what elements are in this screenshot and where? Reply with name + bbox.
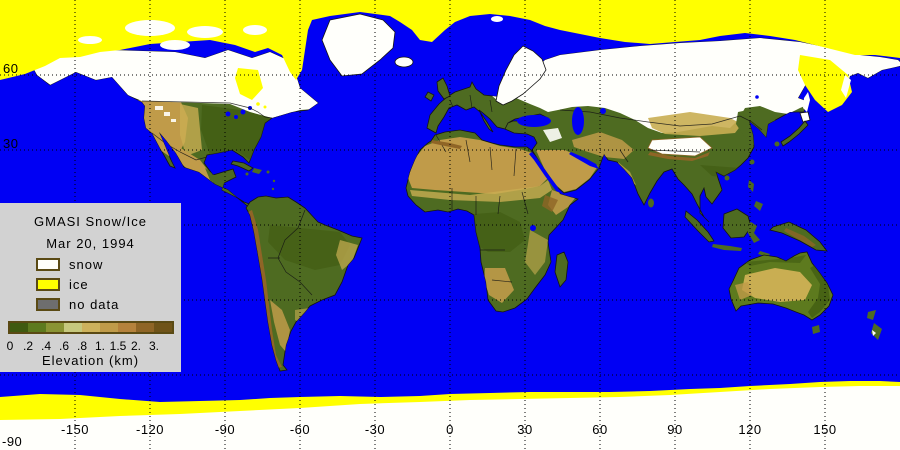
na-snow-cover	[30, 48, 318, 118]
lon-tick: -60	[290, 422, 310, 437]
colorbar-segment	[82, 323, 100, 332]
sahara-desert	[408, 137, 548, 194]
sakhalin	[803, 92, 810, 112]
lon-tick: 120	[738, 422, 761, 437]
south-america	[245, 195, 363, 372]
greenland	[321, 13, 396, 77]
black-sea	[517, 115, 551, 127]
colorbar-segment	[10, 323, 28, 332]
indonesia	[684, 208, 828, 257]
colorbar-segment	[154, 323, 172, 332]
longitude-labels: -150 -120 -90 -60 -30 0 30 60 90 120 150	[61, 422, 836, 437]
antarctic-snow-cap	[0, 386, 900, 450]
new-zealand	[867, 310, 882, 340]
colorbar-segment	[28, 323, 46, 332]
legend-item-no-data: no data	[36, 297, 181, 312]
legend-item-snow: snow	[36, 257, 181, 272]
lon-tick: 60	[592, 422, 607, 437]
colorbar-tick: .6	[58, 339, 70, 353]
lon-tick: 30	[517, 422, 532, 437]
sri-lanka	[648, 198, 654, 208]
lake-victoria	[530, 225, 536, 231]
mindanao	[754, 201, 763, 211]
legend-panel: GMASI Snow/Ice Mar 20, 1994 snow ice no …	[0, 203, 181, 372]
tasmania	[812, 325, 820, 334]
red-sea	[529, 152, 561, 193]
colorbar-segment	[136, 323, 154, 332]
no-data-label: no data	[69, 297, 120, 312]
luzon	[748, 180, 754, 192]
latitude-labels: 60 30 -90	[2, 61, 22, 449]
eurasia-snow-cover	[455, 38, 900, 133]
colorbar-segment	[118, 323, 136, 332]
caspian-sea	[572, 107, 584, 135]
okhotsk-ice	[798, 55, 852, 112]
sulawesi	[747, 222, 760, 243]
colorbar-tick: 1.5	[109, 339, 127, 353]
no-data-swatch	[36, 298, 60, 311]
hainan	[724, 175, 730, 181]
lon-tick: -150	[61, 422, 89, 437]
sumatra	[684, 210, 715, 243]
lat-tick: -90	[2, 434, 22, 449]
colorbar-tick: 0	[6, 339, 14, 353]
madagascar	[554, 251, 569, 288]
legend-title: GMASI Snow/Ice	[34, 214, 147, 229]
taiwan	[749, 159, 755, 165]
snow-swatch	[36, 258, 60, 271]
colorbar-segment	[46, 323, 64, 332]
aral-sea	[600, 108, 606, 114]
caribbean-islands	[230, 160, 276, 191]
hudson-bay-ice	[235, 68, 263, 100]
great-lakes	[225, 111, 231, 117]
persian-gulf	[569, 152, 599, 169]
hokkaido	[799, 111, 811, 123]
colorbar-tick: 3.	[148, 339, 160, 353]
iceland	[394, 56, 414, 68]
lat-tick: 30	[3, 136, 18, 151]
colorbar-tick: .4	[40, 339, 52, 353]
ice-label: ice	[69, 277, 89, 292]
lake-baikal	[755, 95, 759, 99]
ice-swatch	[36, 278, 60, 291]
lon-tick: 150	[813, 422, 836, 437]
east-asia-islands	[648, 92, 811, 211]
colorbar-tick: .2	[22, 339, 34, 353]
snow-label: snow	[69, 257, 104, 272]
tibet-snow	[647, 136, 713, 157]
lon-tick: -30	[365, 422, 385, 437]
honshu	[780, 120, 809, 147]
colorbar-caption: Elevation (km)	[41, 353, 140, 368]
lon-tick: 0	[446, 422, 454, 437]
legend-item-ice: ice	[36, 277, 181, 292]
colorbar-tick: .8	[76, 339, 88, 353]
kyushu	[774, 141, 780, 147]
lon-tick: -120	[136, 422, 164, 437]
lon-tick: -90	[215, 422, 235, 437]
lon-tick: 90	[667, 422, 682, 437]
elevation-colorbar	[8, 321, 174, 334]
ireland	[424, 91, 435, 102]
lat-tick: 60	[3, 61, 18, 76]
legend-date: Mar 20, 1994	[46, 236, 135, 251]
colorbar-segment	[64, 323, 82, 332]
java	[712, 244, 742, 251]
colorbar-tick: 1.	[94, 339, 106, 353]
colorbar-tick: 2.	[130, 339, 142, 353]
colorbar-segment	[100, 323, 118, 332]
colorbar-ticks: 0 .2 .4 .6 .8 1. 1.5 2. 3.	[0, 339, 181, 353]
borneo	[722, 208, 752, 239]
africa	[405, 129, 579, 313]
